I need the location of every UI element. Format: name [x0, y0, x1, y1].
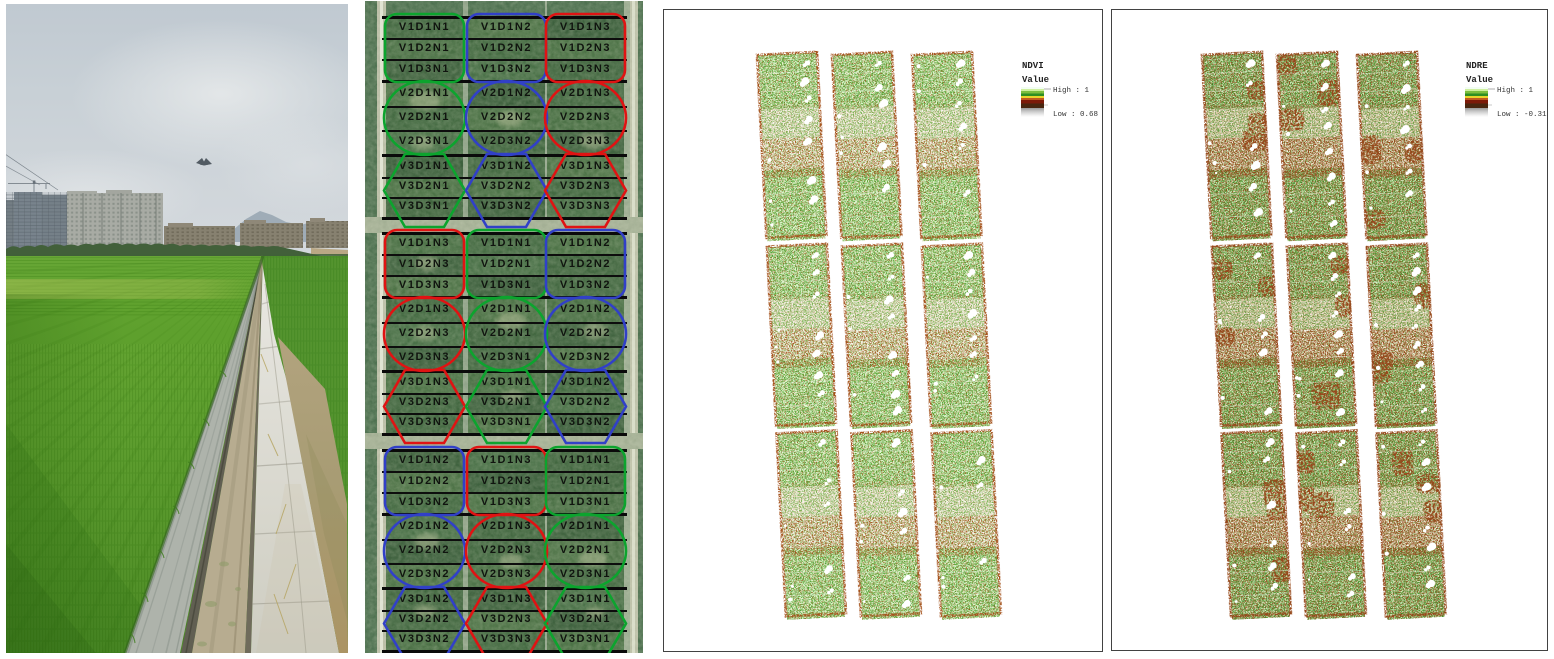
- svg-text:High : 1: High : 1: [1497, 87, 1534, 95]
- svg-text:Value: Value: [1466, 75, 1493, 85]
- svg-text:Low : -0.31: Low : -0.31: [1497, 111, 1547, 119]
- svg-text:High : 1: High : 1: [1053, 87, 1090, 95]
- svg-text:Low : 0.68: Low : 0.68: [1053, 111, 1098, 119]
- svg-text:NDVI: NDVI: [1022, 61, 1044, 71]
- svg-text:NDRE: NDRE: [1466, 61, 1488, 71]
- svg-text:Value: Value: [1022, 75, 1049, 85]
